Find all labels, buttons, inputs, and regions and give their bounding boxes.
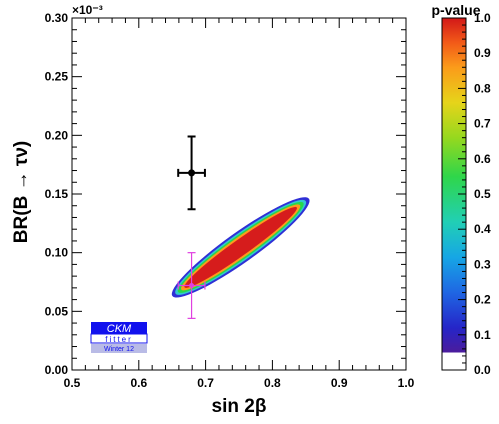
colorbar-tick-label: 1.0 [474,11,491,25]
y-tick-label: 0.15 [45,187,69,201]
colorbar-tick-label: 0.9 [474,46,491,60]
y-tick-label: 0.10 [45,246,69,260]
x-axis-title: sin 2β [212,396,267,417]
x-tick-label: 0.7 [197,376,214,390]
logo-middle-band [90,333,148,344]
logo-top-band [91,322,147,334]
logo-edition: Winter 12 [104,346,134,353]
x-tick-label: 0.6 [130,376,147,390]
colorbar-title: p-value [431,2,480,18]
x-tick-label: 0.9 [331,376,348,390]
measurement-marker [188,169,196,177]
plot-frame [71,17,407,371]
colorbar-tick-label: 0.6 [474,152,491,166]
measurement-point [177,252,206,319]
colorbar-tick-label: 0.4 [474,222,491,236]
measurements [177,135,206,319]
measurement-point [177,135,206,211]
measurement-marker [189,283,195,289]
y-axis-title: BR(B → τν) [11,141,32,243]
colorbar-tick-label: 0.0 [474,363,491,377]
colorbar-tick-label: 0.1 [474,328,491,342]
colorbar-tick-label: 0.3 [474,257,491,271]
colorbar-tick-label: 0.8 [474,81,491,95]
y-tick-label: 0.00 [45,363,69,377]
y-exponent-label: ×10⁻³ [72,3,103,17]
y-tick-label: 0.20 [45,128,69,142]
y-tick-label: 0.30 [45,11,69,25]
logo-subname: fitter [105,335,133,344]
x-axis-ticks: 0.5 0.6 0.7 0.8 0.9 1.0 [64,18,415,390]
x-tick-label: 1.0 [398,376,415,390]
y-axis-ticks: 0.00 0.05 0.10 0.15 0.20 0.25 0.30 [45,11,406,377]
x-tick-label: 0.8 [264,376,281,390]
colorbar-ticks: 0.0 0.1 0.2 0.3 0.4 0.5 0.6 0.7 0.8 0.9 1.0 [458,11,491,377]
allowed-region [171,197,310,298]
colorbar-tick-label: 0.5 [474,187,491,201]
colorbar-tick-label: 0.2 [474,293,491,307]
logo-name: CKM [107,323,132,335]
region-contour-core [184,206,297,288]
colorbar-tick-label: 0.7 [474,117,491,131]
y-tick-label: 0.25 [45,70,69,84]
y-tick-label: 0.05 [45,304,69,318]
ckmfitter-logo: CKM fitter Winter 12 [90,322,148,353]
x-tick-label: 0.5 [64,376,81,390]
logo-bottom-band [91,344,147,353]
